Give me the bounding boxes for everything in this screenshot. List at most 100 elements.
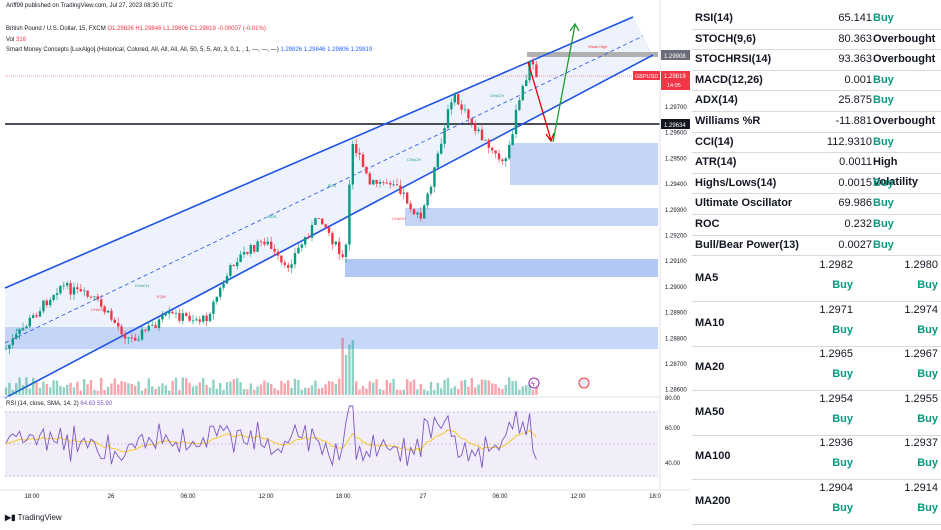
- indicator-name: Williams %R: [695, 115, 761, 127]
- volume-bar: [28, 388, 31, 395]
- volume-bar: [344, 354, 348, 395]
- candle-body: [368, 173, 371, 185]
- candle-body: [236, 262, 239, 267]
- publish-line: Ariff99 published on TradingView.com, Ju…: [6, 3, 173, 9]
- candle-body: [531, 60, 535, 65]
- candle-body: [161, 315, 164, 320]
- channel-mid[interactable]: [4, 35, 644, 344]
- indicator-row: Bull/Bear Power(13) 0.0027 Buy: [692, 235, 941, 257]
- candle-body: [310, 224, 314, 238]
- candle-body: [103, 306, 106, 313]
- volume-bar: [32, 378, 35, 395]
- volume-bar: [375, 379, 378, 395]
- price-flag-high: [661, 50, 690, 60]
- volume-bar: [236, 378, 239, 395]
- candle-body: [202, 315, 205, 322]
- volume-bar: [185, 378, 188, 395]
- us-flag-icon[interactable]: [578, 377, 590, 389]
- event-flash-icon[interactable]: [528, 377, 540, 389]
- indicator-value: 0.0015: [838, 176, 872, 189]
- indicator-value: 0.001: [844, 73, 872, 86]
- candle-body: [535, 64, 538, 78]
- volume-bar: [290, 387, 293, 395]
- volume-bar: [358, 389, 361, 395]
- volume-bar: [120, 381, 123, 395]
- time-axis[interactable]: 18:00 26 06:00 12:00 18:00 27 06:00 12:00 18:0: [24, 494, 661, 500]
- channel-lower[interactable]: [4, 54, 654, 399]
- bullish-arrow[interactable]: [552, 24, 576, 143]
- price-tick-label: 1.29500: [665, 156, 687, 162]
- candle-body: [185, 313, 188, 316]
- ma-simple-signal: Buy: [832, 368, 853, 380]
- volume-bar: [38, 387, 42, 395]
- candle-body: [242, 251, 246, 255]
- volume-label[interactable]: Vol: [6, 37, 15, 43]
- candle-body: [399, 185, 402, 194]
- volume-bar: [280, 380, 283, 395]
- indicator-value: 0.232: [844, 218, 872, 230]
- candle-body: [273, 248, 276, 252]
- candle-body: [358, 153, 361, 155]
- volume-bar: [144, 388, 147, 395]
- candle-body: [361, 154, 365, 167]
- candle-body: [66, 283, 69, 286]
- volume-bar: [416, 389, 419, 395]
- chart-svg[interactable]: Weak High BOS CHoCH EQH BOS BOS CHoCH CH…: [0, 0, 690, 530]
- candle-body: [283, 262, 286, 265]
- indicator-signal: Overbought: [873, 32, 936, 45]
- bos-label-3: BOS: [328, 183, 337, 188]
- volume-bar: [460, 380, 463, 395]
- bearish-arrow[interactable]: [527, 61, 552, 141]
- candle-body: [110, 310, 113, 320]
- symbol-flag: [633, 71, 660, 80]
- candle-body: [300, 244, 303, 248]
- ma-exponential-signal: Buy: [917, 457, 938, 469]
- smc-indicator-label[interactable]: Smart Money Concepts [LuxAlgo] (Historic…: [6, 47, 279, 53]
- price-axis[interactable]: 1.29700 1.29600 1.29500 1.29400 1.29300 1.292…: [665, 105, 687, 394]
- candle-body: [321, 218, 324, 225]
- symbol-line: British Pound / U.S. Dollar, 15, FXCM O1…: [6, 26, 266, 32]
- candle-body: [127, 337, 130, 339]
- indicator-signal: Buy: [873, 12, 894, 24]
- ma-exponential-value: 1.2955: [904, 392, 938, 405]
- volume-bar: [436, 382, 439, 395]
- indicator-row: STOCHRSI(14) 93.363 Overbought: [692, 49, 941, 71]
- candle-body: [525, 80, 528, 87]
- zone-3: [345, 259, 658, 277]
- candle-body: [11, 338, 14, 345]
- symbol-name[interactable]: British Pound / U.S. Dollar, 15, FXCM: [6, 26, 106, 32]
- indicator-row: MACD(12,26) 0.001 Buy: [692, 70, 941, 92]
- volume-bar: [508, 377, 511, 395]
- moving-average-row: MA10 1.2971 1.2974 Buy Buy: [692, 302, 941, 347]
- candle-body: [147, 325, 150, 331]
- chart-panel[interactable]: Ariff99 published on TradingView.com, Ju…: [0, 0, 690, 530]
- time-tick-label: 12:00: [258, 494, 274, 500]
- volume-bar: [140, 390, 144, 395]
- ma-simple-value: 1.2904: [819, 481, 853, 494]
- candle-body: [164, 313, 167, 316]
- candle-body: [521, 86, 524, 101]
- rsi-axis[interactable]: 80.00 60.00 40.00: [665, 396, 681, 467]
- candle-body: [460, 104, 463, 110]
- ma-simple-value: 1.2982: [819, 259, 853, 271]
- indicator-name: RSI(14): [695, 12, 733, 24]
- candle-body: [21, 328, 25, 330]
- volume-bar: [491, 383, 494, 395]
- indicator-name: STOCH(9,6): [695, 32, 756, 45]
- volume-bar: [470, 378, 473, 395]
- volume-bar: [151, 386, 154, 395]
- candle-body: [86, 290, 89, 297]
- candle-body: [15, 334, 18, 339]
- tradingview-logo[interactable]: ▶▮ TradingView: [5, 513, 62, 522]
- indicator-name: ATR(14): [695, 156, 737, 169]
- rsi-indicator-label[interactable]: RSI (14, close, SMA, 14, 2): [6, 401, 79, 407]
- indicator-signal: Overbought: [873, 115, 936, 127]
- volume-bar: [171, 380, 174, 395]
- volume-bar: [324, 384, 327, 395]
- candle-body: [338, 241, 341, 255]
- indicator-signal: Buy: [873, 218, 894, 230]
- volume-bar: [304, 387, 307, 395]
- volume-bar: [69, 382, 72, 395]
- candle-body: [327, 227, 331, 233]
- volume-bar: [487, 380, 490, 395]
